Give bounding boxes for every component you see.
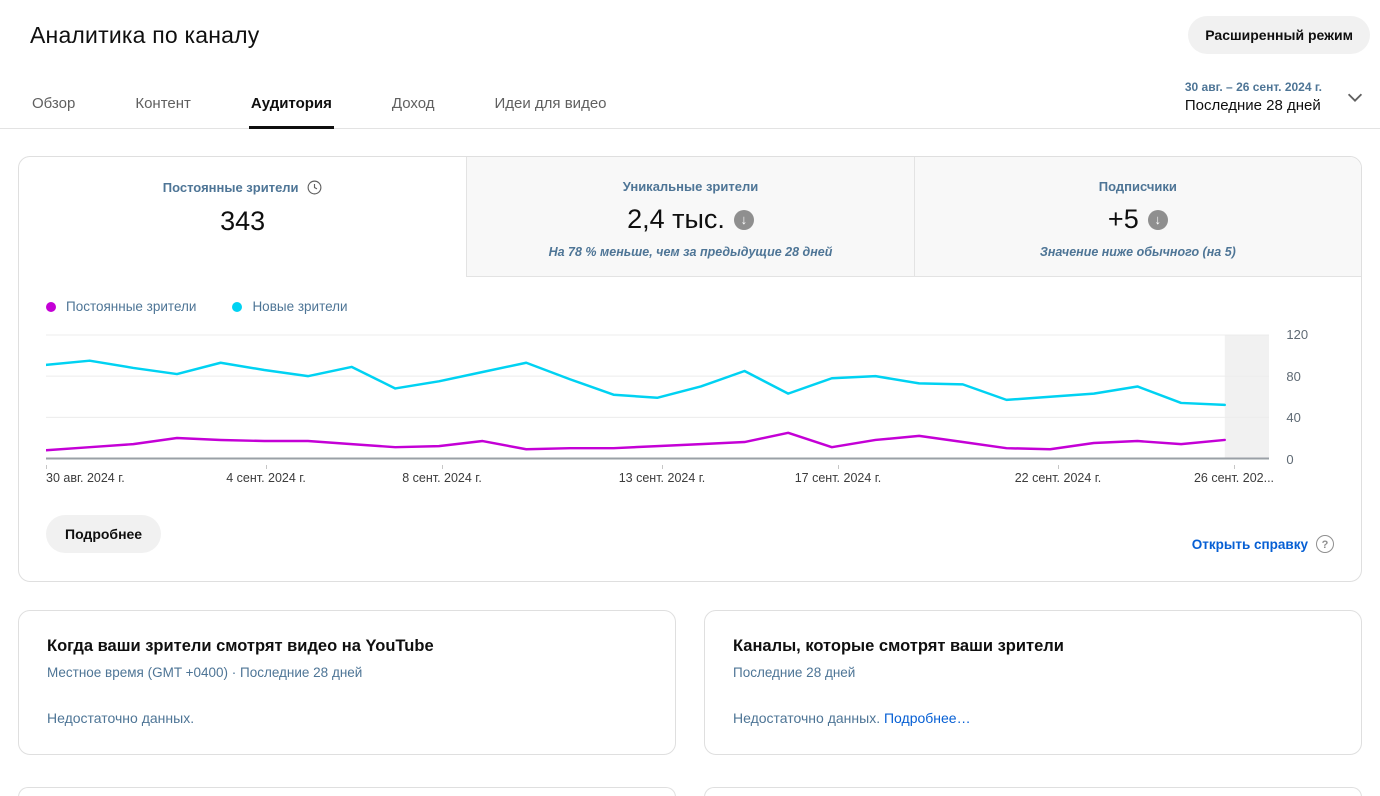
page-title: Аналитика по каналу — [30, 22, 260, 48]
x-tick-label: 8 сент. 2024 г. — [402, 471, 482, 485]
next-cards-partial-row — [18, 787, 1362, 796]
card-channels-viewers-watch: Каналы, которые смотрят ваши зрители Пос… — [704, 610, 1362, 755]
chart-legend: Постоянные зрители Новые зрители — [19, 299, 1361, 314]
legend-label: Постоянные зрители — [66, 299, 197, 314]
legend-label: Новые зрители — [252, 299, 348, 314]
metric-tab-unique-viewers[interactable]: Уникальные зрители 2,4 тыс. ↓ На 78 % ме… — [466, 157, 914, 277]
x-tick-mark — [1234, 465, 1235, 469]
insight-cards-row: Когда ваши зрители смотрят видео на YouT… — [18, 610, 1362, 755]
x-tick-mark — [838, 465, 839, 469]
metric-tab-returning-viewers[interactable]: Постоянные зрители 343 — [19, 157, 466, 277]
see-more-button[interactable]: Подробнее — [46, 515, 162, 553]
card-subtitle: Последние 28 дней — [733, 665, 856, 680]
clock-icon — [307, 180, 322, 195]
partial-card — [704, 787, 1362, 796]
date-range-picker[interactable]: 30 авг. – 26 сент. 2024 г. Последние 28 … — [1185, 80, 1366, 114]
metric-label: Уникальные зрители — [622, 179, 759, 194]
page-header: Аналитика по каналу Расширенный режим — [0, 0, 1380, 54]
x-axis-labels: 30 авг. 2024 г. 4 сент. 2024 г. 8 сент. 20… — [46, 465, 1279, 487]
metric-tabs: Постоянные зрители 343 Уникальные зрител… — [19, 157, 1361, 277]
series-line-0 — [46, 431, 1227, 452]
card-title: Когда ваши зрители смотрят видео на YouT… — [47, 637, 434, 655]
advanced-mode-button[interactable]: Расширенный режим — [1188, 16, 1370, 54]
metric-value: 2,4 тыс. — [627, 204, 725, 234]
x-tick-mark — [662, 465, 663, 469]
y-tick-label: 0 — [1286, 451, 1294, 467]
x-tick-label: 26 сент. 202... — [1193, 471, 1275, 485]
line-chart-canvas — [46, 334, 1270, 460]
x-tick-mark — [442, 465, 443, 469]
card-no-data-text: Недостаточно данных. — [47, 710, 195, 726]
card-when-viewers-watch: Когда ваши зрители смотрят видео на YouT… — [18, 610, 676, 755]
series-line-1 — [46, 359, 1227, 407]
open-help-link[interactable]: Открыть справку — [1191, 536, 1308, 552]
partial-card — [18, 787, 676, 796]
date-range-texts: 30 авг. – 26 сент. 2024 г. Последние 28 … — [1185, 80, 1322, 114]
card-title: Каналы, которые смотрят ваши зрители — [733, 637, 1064, 655]
date-range-value: 30 авг. – 26 сент. 2024 г. — [1184, 80, 1322, 94]
legend-item-returning-viewers: Постоянные зрители — [46, 299, 196, 314]
y-tick-label: 120 — [1286, 327, 1309, 342]
tab-audience[interactable]: Аудитория — [248, 83, 334, 129]
tab-video-ideas[interactable]: Идеи для видео — [494, 95, 607, 112]
x-tick-label: 22 сент. 2024 г. — [1014, 471, 1102, 485]
chart-card-footer: Подробнее Открыть справку ? — [19, 487, 1361, 581]
incomplete-period-shade — [1224, 334, 1270, 459]
tab-overview[interactable]: Обзор — [32, 95, 76, 112]
x-tick-label: 4 сент. 2024 г. — [226, 471, 306, 485]
metric-label: Подписчики — [1098, 179, 1177, 194]
trend-down-icon: ↓ — [733, 209, 754, 230]
metric-label: Постоянные зрители — [162, 180, 299, 195]
card-subtitle: Местное время (GMT +0400) · Последние 28… — [47, 665, 363, 680]
x-tick-label: 30 авг. 2024 г. — [46, 471, 125, 485]
legend-dot-new-viewers — [232, 301, 243, 312]
help-question-icon[interactable]: ? — [1316, 535, 1334, 553]
x-tick-mark — [266, 465, 267, 469]
viewers-trend-chart: 120 80 40 0 30 авг. 2024 г. 4 сент. 2024 г. 8… — [19, 327, 1361, 487]
chevron-down-icon[interactable] — [1344, 86, 1366, 108]
trend-down-icon: ↓ — [1147, 209, 1168, 230]
metric-value: 343 — [220, 206, 266, 236]
y-tick-label: 80 — [1286, 368, 1301, 384]
metric-comparison-note: На 78 % меньше, чем за предыдущие 28 дне… — [548, 245, 833, 259]
metric-comparison-note: Значение ниже обычного (на 5) — [1039, 245, 1236, 259]
x-tick-mark — [46, 465, 47, 469]
no-data-label: Недостаточно данных. — [733, 710, 881, 726]
tab-content[interactable]: Контент — [135, 95, 191, 112]
legend-dot-returning-viewers — [46, 301, 56, 312]
tabs-bar: Обзор Контент Аудитория Доход Идеи для в… — [0, 80, 1380, 129]
learn-more-link[interactable]: Подробнее… — [883, 710, 971, 726]
metric-value: +5 — [1107, 204, 1139, 234]
x-tick-label: 13 сент. 2024 г. — [618, 471, 706, 485]
tab-revenue[interactable]: Доход — [391, 95, 435, 112]
card-no-data-text: Недостаточно данных. Подробнее… — [733, 710, 1333, 726]
y-axis-labels: 120 80 40 0 — [1279, 327, 1334, 467]
x-tick-label: 17 сент. 2024 г. — [794, 471, 882, 485]
audience-analytics-card: Постоянные зрители 343 Уникальные зрител… — [18, 156, 1362, 582]
date-range-label: Последние 28 дней — [1184, 97, 1321, 114]
open-help-link-row[interactable]: Открыть справку ? — [1192, 535, 1334, 553]
y-tick-label: 40 — [1286, 410, 1301, 425]
metric-tab-subscribers[interactable]: Подписчики +5 ↓ Значение ниже обычного (… — [913, 157, 1361, 277]
x-tick-mark — [1058, 465, 1059, 469]
legend-item-new-viewers: Новые зрители — [232, 299, 348, 314]
